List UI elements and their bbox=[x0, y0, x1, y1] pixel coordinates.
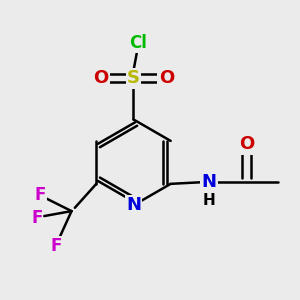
Text: H: H bbox=[202, 193, 215, 208]
Text: O: O bbox=[239, 135, 254, 153]
Text: N: N bbox=[126, 196, 141, 214]
Text: N: N bbox=[201, 173, 216, 191]
Text: S: S bbox=[127, 69, 140, 87]
Text: Cl: Cl bbox=[129, 34, 147, 52]
Text: F: F bbox=[31, 209, 43, 227]
Text: O: O bbox=[159, 69, 174, 87]
Text: O: O bbox=[93, 69, 108, 87]
Text: F: F bbox=[34, 186, 46, 204]
Text: F: F bbox=[51, 237, 62, 255]
